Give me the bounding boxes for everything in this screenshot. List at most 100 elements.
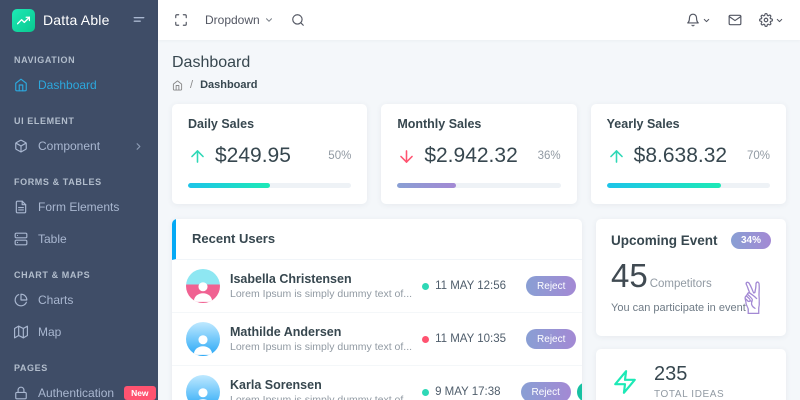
fullscreen-icon[interactable]: [174, 13, 188, 27]
notifications-menu[interactable]: [686, 13, 711, 27]
daily-sales-card: Daily Sales $249.95 50%: [172, 104, 368, 204]
user-name: Isabella Christensen: [230, 272, 352, 286]
new-badge: New: [124, 386, 156, 400]
monthly-sales-card: Monthly Sales $2.942.32 36%: [381, 104, 577, 204]
bell-icon: [686, 13, 700, 27]
trend-down-icon: [397, 147, 416, 166]
map-icon: [14, 325, 28, 339]
breadcrumb: / Dashboard: [172, 79, 786, 91]
stat-title: Daily Sales: [188, 117, 255, 131]
sidebar: Datta Able NAVIGATION Dashboard UI ELEME…: [0, 0, 158, 400]
progress-fill: [606, 183, 721, 188]
search-icon[interactable]: [291, 13, 305, 27]
server-icon: [14, 232, 28, 246]
recent-users-header: Recent Users: [172, 219, 582, 260]
total-ideas-count: 235: [654, 363, 688, 385]
home-icon: [14, 78, 28, 92]
trend-up-icon: [188, 147, 207, 166]
user-description: Lorem Ipsum is simply dummy text of...: [230, 394, 413, 400]
reject-button[interactable]: Reject: [520, 382, 571, 400]
avatar: [186, 375, 220, 400]
sidebar-item-form-elements[interactable]: Form Elements: [0, 191, 158, 223]
sidebar-item-label: Dashboard: [38, 78, 97, 92]
reject-button[interactable]: Reject: [526, 276, 577, 296]
sidebar-item-label: Map: [38, 325, 62, 339]
stat-amount: $2.942.32: [424, 144, 518, 167]
competitors-label: Competitors: [649, 278, 712, 290]
user-time: 11 MAY 12:56: [435, 280, 507, 292]
user-description: Lorem Ipsum is simply dummy text of...: [230, 288, 413, 300]
sidebar-item-label: Charts: [38, 293, 74, 307]
progress-bar: [606, 183, 770, 188]
stat-amount: $8.638.32: [633, 144, 728, 167]
sidebar-item-table[interactable]: Table: [0, 223, 158, 255]
reject-button[interactable]: Reject: [526, 329, 577, 349]
settings-menu[interactable]: [759, 13, 784, 27]
main-area: Dropdown: [158, 0, 800, 400]
box-icon: [14, 139, 28, 153]
sidebar-item-charts[interactable]: Charts: [0, 284, 158, 316]
progress-bar: [188, 183, 352, 188]
sidebar-item-component[interactable]: Component: [0, 130, 158, 162]
progress-fill: [397, 183, 457, 188]
zap-icon: [612, 369, 638, 395]
user-description: Lorem Ipsum is simply dummy text of...: [230, 341, 413, 353]
sidebar-item-label: Component: [38, 139, 101, 153]
recent-users-card: Recent Users Isabella Christensen Lorem …: [172, 219, 582, 400]
lock-icon: [14, 386, 28, 400]
upcoming-event-title: Upcoming Event: [611, 233, 718, 248]
chevron-down-icon: [776, 18, 783, 22]
breadcrumb-home-icon[interactable]: [172, 79, 183, 91]
avatar: [186, 269, 220, 303]
user-row: Isabella Christensen Lorem Ipsum is simp…: [172, 260, 582, 313]
trend-up-icon: [607, 147, 626, 166]
breadcrumb-current[interactable]: Dashboard: [200, 79, 258, 91]
menu-toggle-icon[interactable]: [132, 13, 146, 27]
user-row: Karla Sorensen Lorem Ipsum is simply dum…: [172, 366, 582, 400]
sidebar-item-label: Form Elements: [38, 200, 120, 214]
user-name: Karla Sorensen: [230, 378, 322, 392]
nav-caption: FORMS & TABLES: [14, 177, 102, 187]
dropdown-label: Dropdown: [205, 13, 260, 27]
sidebar-item-dashboard[interactable]: Dashboard: [0, 69, 158, 101]
approve-button[interactable]: Approve: [576, 382, 582, 400]
sidebar-item-authentication[interactable]: Authentication New: [0, 377, 158, 400]
pie-chart-icon: [14, 293, 28, 307]
file-text-icon: [14, 200, 28, 214]
progress-bar: [397, 183, 561, 188]
sidebar-item-label: Table: [38, 232, 67, 246]
nav-caption: PAGES: [14, 363, 48, 373]
user-row: Mathilde Andersen Lorem Ipsum is simply …: [172, 313, 582, 366]
brand-logo-icon: [12, 8, 35, 32]
stat-title: Yearly Sales: [606, 117, 680, 131]
stat-title: Monthly Sales: [397, 117, 482, 131]
nav-caption: CHART & MAPS: [14, 270, 91, 280]
topbar: Dropdown: [158, 0, 800, 40]
event-percent-badge: 34%: [730, 232, 771, 249]
mail-icon[interactable]: [728, 13, 742, 27]
stat-percent: 50%: [328, 150, 352, 162]
chevron-right-icon: [133, 141, 144, 152]
sidebar-item-label: Authentication: [38, 386, 115, 400]
brand[interactable]: Datta Able: [0, 0, 158, 40]
chevron-down-icon: [265, 18, 272, 22]
total-ideas-label: TOTAL IDEAS: [654, 389, 725, 400]
status-dot: [422, 388, 430, 396]
sidebar-nav: NAVIGATION Dashboard UI ELEMENT Componen…: [0, 40, 158, 400]
dropdown-menu[interactable]: Dropdown: [205, 13, 274, 27]
stat-percent: 70%: [746, 150, 770, 162]
avatar: [186, 322, 220, 356]
nav-caption: NAVIGATION: [14, 55, 76, 65]
status-dot: [422, 335, 430, 343]
total-ideas-card: 235 TOTAL IDEAS: [596, 349, 786, 400]
recent-users-title: Recent Users: [192, 231, 276, 246]
status-dot: [422, 282, 430, 290]
chevron-down-icon: [703, 18, 710, 22]
sidebar-item-map[interactable]: Map: [0, 316, 158, 348]
nav-caption: UI ELEMENT: [14, 116, 75, 126]
breadcrumb-separator: /: [190, 79, 194, 91]
stats-row: Daily Sales $249.95 50% Monthly Sales: [172, 104, 786, 204]
yearly-sales-card: Yearly Sales $8.638.32 70%: [590, 104, 786, 204]
competitors-count: 45: [611, 257, 648, 294]
